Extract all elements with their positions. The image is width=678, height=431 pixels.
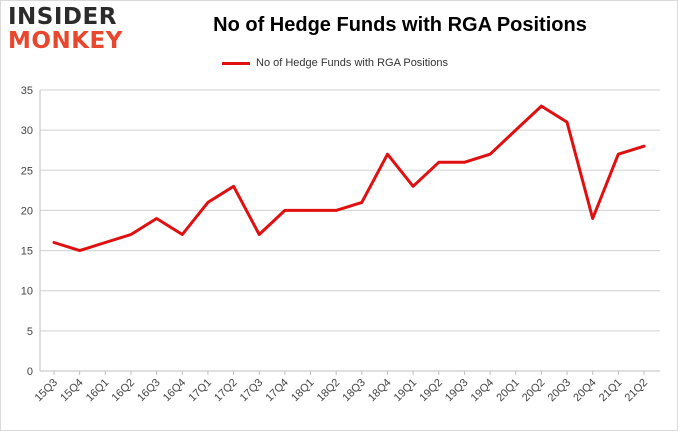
series-line <box>52 104 646 253</box>
data-point <box>206 201 210 204</box>
data-point <box>437 161 440 164</box>
data-point <box>78 249 81 252</box>
x-tick-label: 18Q2 <box>315 377 343 405</box>
x-tick-label: 20Q4 <box>571 377 599 405</box>
logo-text-insider: INSIDER <box>8 4 117 30</box>
data-point <box>155 217 158 220</box>
data-point <box>181 233 184 236</box>
x-tick-label: 18Q4 <box>366 377 394 405</box>
insider-monkey-logo: INSIDER MONKEY <box>8 6 126 53</box>
y-tick-label: 25 <box>21 165 33 177</box>
data-point <box>129 233 133 236</box>
x-tick-label: 17Q2 <box>212 377 240 405</box>
chart-legend: No of Hedge Funds with RGA Positions <box>222 56 448 70</box>
x-tick-label: 16Q3 <box>135 377 163 405</box>
data-point <box>540 104 543 108</box>
data-point <box>232 185 235 188</box>
x-tick-label: 20Q1 <box>494 377 522 405</box>
x-tick-label: 17Q1 <box>187 377 215 405</box>
y-tick-label: 30 <box>21 125 33 137</box>
x-tick-label: 18Q1 <box>289 377 317 405</box>
x-tick-label: 18Q3 <box>340 377 368 405</box>
x-tick-label: 19Q3 <box>443 377 471 405</box>
y-tick-label: 0 <box>27 366 33 378</box>
x-tick-label: 19Q2 <box>417 377 445 405</box>
x-tick-label: 16Q2 <box>110 377 138 405</box>
y-tick-label: 15 <box>21 246 33 258</box>
x-tick-label: 17Q4 <box>263 377 291 405</box>
data-point <box>104 241 107 244</box>
x-tick-label: 17Q3 <box>238 377 266 405</box>
x-tick-label: 15Q4 <box>58 377 86 405</box>
y-tick-label: 20 <box>21 205 33 217</box>
data-point <box>411 185 415 188</box>
data-point <box>360 201 364 204</box>
legend-swatch <box>222 61 250 65</box>
data-point <box>309 209 312 212</box>
x-tick-label: 20Q3 <box>546 377 574 405</box>
data-point <box>642 145 646 148</box>
data-point <box>283 209 287 212</box>
x-tick-label: 16Q1 <box>84 377 112 405</box>
data-point <box>463 161 466 164</box>
y-tick-label: 35 <box>21 85 33 97</box>
y-tick-label: 10 <box>21 286 33 298</box>
x-tick-label: 21Q2 <box>623 377 651 405</box>
x-tick-label: 19Q4 <box>469 377 497 405</box>
data-point <box>386 153 389 156</box>
data-point <box>591 217 594 220</box>
x-tick-label: 15Q3 <box>33 377 61 405</box>
x-tick-label: 19Q1 <box>392 377 420 405</box>
data-point <box>488 153 492 156</box>
data-point <box>617 153 620 156</box>
x-tick-label: 21Q1 <box>597 377 625 405</box>
data-point <box>514 128 517 132</box>
data-point <box>52 241 56 244</box>
data-point <box>565 120 569 124</box>
data-point <box>334 209 338 212</box>
x-tick-label: 20Q2 <box>520 377 548 405</box>
data-point <box>258 233 261 236</box>
legend-label: No of Hedge Funds with RGA Positions <box>256 57 448 69</box>
chart-title: No of Hedge Funds with RGA Positions <box>213 14 587 36</box>
logo-text-monkey: MONKEY <box>8 28 123 54</box>
x-tick-label: 16Q4 <box>161 377 189 405</box>
y-tick-label: 5 <box>27 326 33 338</box>
